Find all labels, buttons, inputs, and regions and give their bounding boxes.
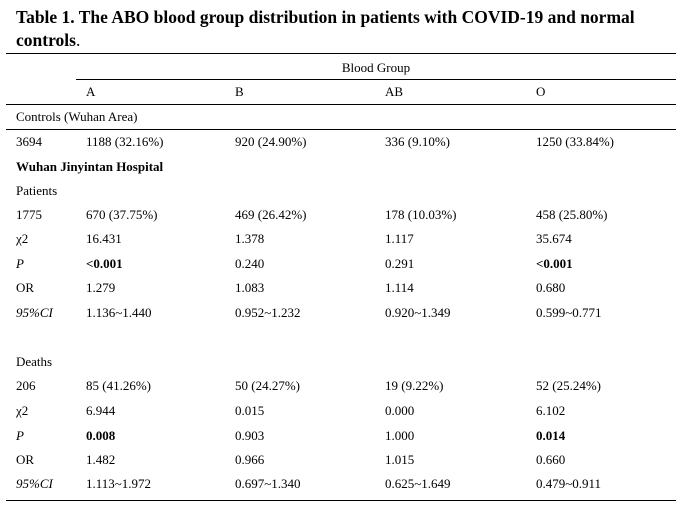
- patients-or-ab: 1.114: [385, 280, 414, 295]
- controls-label: Controls (Wuhan Area): [16, 109, 138, 124]
- deaths-ci-label: 95%CI: [16, 476, 53, 491]
- column-header-a: A: [86, 84, 96, 99]
- top-rule: [6, 53, 676, 54]
- deaths-a: 85 (41.26%): [86, 378, 151, 393]
- controls-o: 1250 (33.84%): [536, 134, 614, 149]
- deaths-chi2-o: 6.102: [536, 403, 566, 418]
- deaths-p-b: 0.903: [235, 428, 265, 443]
- controls-ab: 336 (9.10%): [385, 134, 450, 149]
- patients-ab: 178 (10.03%): [385, 207, 457, 222]
- patients-chi2-label: χ2: [16, 231, 29, 246]
- blood-group-header: Blood Group: [341, 60, 411, 75]
- patients-chi2-o: 35.674: [536, 231, 572, 246]
- deaths-p-ab: 1.000: [385, 428, 415, 443]
- deaths-ab: 19 (9.22%): [385, 378, 444, 393]
- blood-group-rule: [76, 79, 676, 80]
- patients-ci-label: 95%CI: [16, 305, 53, 320]
- deaths-ci-o: 0.479~0.911: [536, 476, 602, 491]
- header-rule: [6, 104, 676, 105]
- patients-ci-o: 0.599~0.771: [536, 305, 602, 320]
- deaths-p-label: P: [16, 428, 24, 443]
- column-header-b: B: [235, 84, 244, 99]
- patients-or-b: 1.083: [235, 280, 265, 295]
- deaths-o: 52 (25.24%): [536, 378, 601, 393]
- deaths-or-ab: 1.015: [385, 452, 415, 467]
- column-header-o: O: [536, 84, 546, 99]
- deaths-b: 50 (24.27%): [235, 378, 300, 393]
- patients-b: 469 (26.42%): [235, 207, 307, 222]
- patients-p-label: P: [16, 256, 24, 271]
- deaths-or-b: 0.966: [235, 452, 265, 467]
- patients-p-o: <0.001: [536, 256, 573, 271]
- patients-p-ab: 0.291: [385, 256, 415, 271]
- controls-rule: [6, 129, 676, 130]
- table-title-text: Table 1. The ABO blood group distributio…: [16, 7, 635, 50]
- deaths-p-a: 0.008: [86, 428, 116, 443]
- deaths-ci-ab: 0.625~1.649: [385, 476, 451, 491]
- column-header-ab: AB: [385, 84, 404, 99]
- patients-chi2-b: 1.378: [235, 231, 265, 246]
- deaths-chi2-label: χ2: [16, 403, 29, 418]
- deaths-chi2-a: 6.944: [86, 403, 116, 418]
- patients-a: 670 (37.75%): [86, 207, 158, 222]
- controls-a: 1188 (32.16%): [86, 134, 164, 149]
- deaths-or-a: 1.482: [86, 452, 116, 467]
- patients-p-b: 0.240: [235, 256, 265, 271]
- controls-n: 3694: [16, 134, 42, 149]
- patients-chi2-ab: 1.117: [385, 231, 414, 246]
- patients-ci-ab: 0.920~1.349: [385, 305, 451, 320]
- deaths-label: Deaths: [16, 354, 53, 369]
- patients-chi2-a: 16.431: [86, 231, 122, 246]
- patients-or-a: 1.279: [86, 280, 116, 295]
- deaths-chi2-ab: 0.000: [385, 403, 415, 418]
- deaths-n: 206: [16, 378, 36, 393]
- patients-ci-a: 1.136~1.440: [86, 305, 152, 320]
- deaths-p-o: 0.014: [536, 428, 566, 443]
- deaths-ci-a: 1.113~1.972: [86, 476, 152, 491]
- table-title-period: .: [75, 30, 81, 50]
- patients-or-o: 0.680: [536, 280, 566, 295]
- deaths-or-o: 0.660: [536, 452, 566, 467]
- deaths-or-label: OR: [16, 452, 35, 467]
- controls-b: 920 (24.90%): [235, 134, 307, 149]
- deaths-chi2-b: 0.015: [235, 403, 265, 418]
- patients-o: 458 (25.80%): [536, 207, 608, 222]
- hospital-label: Wuhan Jinyintan Hospital: [16, 159, 164, 174]
- patients-p-a: <0.001: [86, 256, 123, 271]
- patients-or-label: OR: [16, 280, 35, 295]
- patients-label: Patients: [16, 183, 58, 198]
- patients-ci-b: 0.952~1.232: [235, 305, 301, 320]
- patients-n: 1775: [16, 207, 42, 222]
- bottom-rule: [6, 500, 676, 501]
- table-title: Table 1. The ABO blood group distributio…: [16, 6, 676, 52]
- deaths-ci-b: 0.697~1.340: [235, 476, 301, 491]
